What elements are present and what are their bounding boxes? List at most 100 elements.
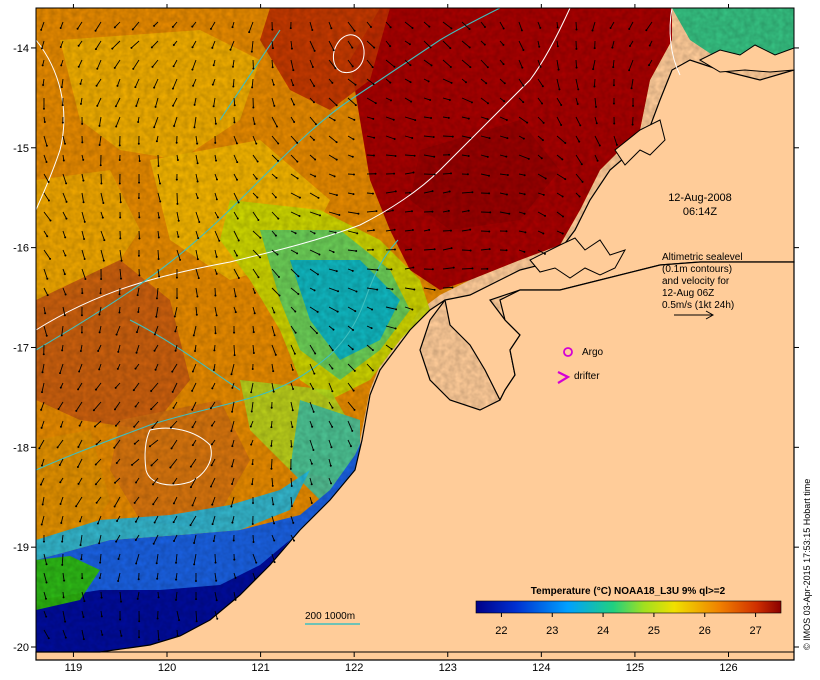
velocity-arrow-head	[255, 142, 258, 145]
velocity-arrow	[60, 496, 64, 505]
velocity-arrow	[43, 154, 47, 163]
velocity-arrow-head	[98, 313, 101, 316]
velocity-arrow	[404, 59, 411, 66]
velocity-arrow	[271, 59, 274, 68]
velocity-arrow-head	[174, 330, 177, 333]
velocity-arrow-head	[101, 633, 104, 636]
velocity-arrow	[423, 190, 433, 194]
velocity-arrow-head	[390, 348, 393, 351]
velocity-arrow	[94, 420, 102, 427]
velocity-arrow	[154, 344, 159, 351]
velocity-arrow	[309, 344, 316, 354]
credit-text: © IMOS 03-Apr-2015 17:53:15 Hobart time	[802, 479, 812, 650]
velocity-arrow-head	[120, 259, 123, 262]
velocity-arrow	[556, 135, 566, 144]
velocity-arrow-head	[211, 46, 214, 49]
velocity-arrow-head	[526, 121, 529, 124]
velocity-arrow	[537, 78, 544, 87]
colorbar-tick-label: 22	[495, 625, 507, 637]
velocity-arrow	[480, 78, 487, 84]
velocity-arrow	[271, 135, 279, 144]
velocity-arrow	[114, 477, 121, 484]
velocity-arrow-head	[310, 483, 313, 486]
velocity-arrow	[309, 382, 314, 390]
velocity-arrow-head	[373, 136, 376, 139]
velocity-arrow	[171, 363, 178, 372]
velocity-arrow	[290, 249, 298, 254]
velocity-arrow	[594, 154, 598, 161]
velocity-arrow-head	[40, 47, 43, 50]
velocity-arrow	[62, 135, 66, 144]
velocity-arrow-head	[314, 123, 317, 126]
velocity-arrow-head	[157, 638, 160, 641]
velocity-arrow	[556, 116, 562, 126]
velocity-arrow	[173, 401, 178, 409]
velocity-arrow-head	[191, 444, 194, 447]
velocity-arrow-head	[310, 462, 313, 465]
velocity-arrow-head	[297, 275, 300, 278]
velocity-arrow-head	[169, 466, 172, 469]
velocity-arrow-head	[544, 214, 547, 217]
velocity-arrow	[173, 515, 178, 523]
velocity-arrow	[423, 97, 431, 101]
velocity-arrow-head	[233, 104, 236, 107]
velocity-arrow-head	[94, 48, 97, 51]
velocity-arrow-head	[196, 162, 199, 165]
velocity-arrow	[157, 192, 161, 202]
velocity-arrow	[252, 306, 256, 314]
velocity-arrow	[290, 192, 301, 199]
velocity-arrow-head	[98, 331, 101, 334]
velocity-arrow-head	[83, 237, 86, 240]
velocity-arrow-head	[117, 579, 120, 582]
velocity-arrow-head	[429, 46, 432, 49]
velocity-arrow-head	[59, 46, 62, 49]
velocity-arrow-head	[79, 520, 82, 523]
velocity-arrow-head	[216, 216, 219, 219]
velocity-arrow-head	[349, 445, 352, 448]
velocity-arrow-head	[411, 308, 414, 311]
velocity-arrow-head	[65, 182, 68, 185]
velocity-arrow-head	[95, 84, 98, 87]
velocity-arrow	[230, 496, 235, 507]
velocity-arrow-head	[191, 389, 194, 392]
velocity-arrow-head	[96, 104, 99, 107]
velocity-arrow-head	[630, 87, 633, 90]
velocity-arrow	[461, 229, 471, 232]
velocity-arrow-head	[270, 426, 273, 429]
velocity-arrow-head	[539, 65, 542, 68]
velocity-arrow	[114, 496, 121, 507]
velocity-arrow-head	[292, 387, 295, 390]
velocity-arrow-head	[294, 310, 297, 313]
velocity-arrow-head	[62, 596, 65, 599]
velocity-arrow-head	[330, 446, 333, 449]
velocity-arrow-head	[354, 310, 357, 313]
velocity-arrow-head	[94, 463, 97, 466]
velocity-arrow-head	[172, 406, 175, 409]
velocity-arrow-head	[248, 31, 251, 34]
velocity-arrow-head	[45, 581, 48, 584]
velocity-arrow-head	[370, 327, 373, 330]
velocity-arrow	[233, 97, 236, 106]
velocity-arrow-head	[372, 154, 375, 157]
velocity-arrow	[442, 287, 453, 289]
velocity-arrow	[290, 211, 300, 217]
velocity-arrow-head	[467, 155, 470, 158]
velocity-arrow-head	[430, 64, 433, 67]
velocity-arrow	[328, 211, 340, 216]
velocity-arrow-head	[389, 99, 392, 102]
velocity-arrow	[271, 211, 279, 219]
velocity-arrow-head	[137, 578, 140, 581]
velocity-arrow	[117, 344, 121, 352]
velocity-arrow-head	[371, 248, 374, 251]
info-line: (0.1m contours)	[662, 264, 732, 275]
velocity-arrow-head	[212, 105, 215, 108]
velocity-arrow-head	[96, 67, 99, 70]
velocity-arrow-head	[252, 352, 255, 355]
velocity-arrow-head	[114, 481, 117, 484]
velocity-arrow	[404, 21, 413, 29]
velocity-arrow-head	[374, 102, 377, 105]
velocity-arrow-head	[236, 161, 239, 164]
velocity-arrow	[81, 268, 86, 280]
velocity-arrow-head	[237, 239, 240, 242]
velocity-arrow	[214, 553, 216, 563]
